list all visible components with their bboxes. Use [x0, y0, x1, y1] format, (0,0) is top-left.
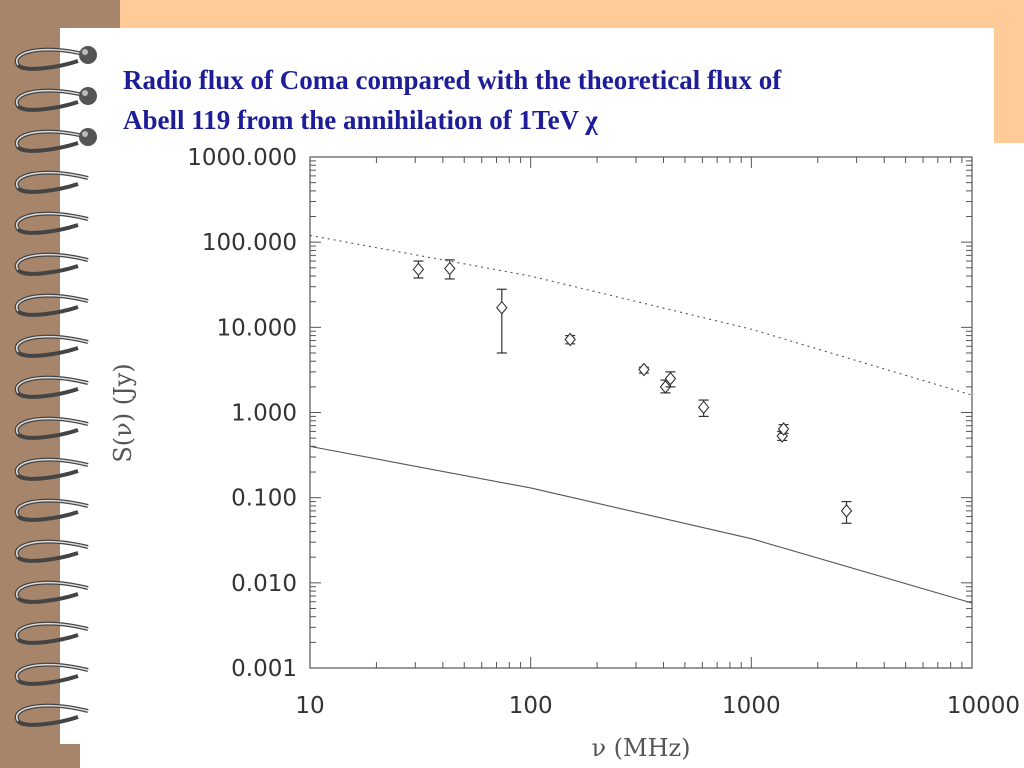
spiral-ring-highlight-icon	[15, 417, 89, 435]
y-tick-label: 0.001	[231, 656, 297, 682]
diamond-marker	[496, 300, 508, 315]
x-tick-label: 10000	[947, 693, 1020, 719]
y-tick-label: 1000.000	[187, 145, 297, 171]
spiral-ring-highlight-icon	[15, 171, 89, 189]
x-tick-label: 10	[295, 693, 324, 719]
solid-model-line	[309, 445, 973, 604]
spiral-ring-highlight-icon	[15, 130, 89, 148]
diamond-marker	[777, 422, 790, 436]
spiral-ring-highlight-icon	[15, 663, 89, 681]
y-tick-label: 1.000	[231, 401, 297, 427]
diamond-marker	[840, 503, 853, 518]
data-points	[412, 259, 853, 524]
y-axis-title: S(ν) (Jy)	[109, 363, 137, 462]
diamond-marker	[697, 400, 710, 415]
binding-hole-shine-icon	[82, 90, 88, 96]
data-point	[659, 379, 672, 394]
diamond-marker	[664, 371, 677, 386]
spiral-ring-highlight-icon	[15, 499, 89, 517]
data-point	[444, 259, 456, 280]
data-point	[496, 288, 508, 354]
axis-tick-labels: 10 100 1000 10000 0.001 0.010 0.100 1.000 10.000…	[187, 145, 1020, 719]
slide-title-line1: Radio flux of Coma compared with the the…	[123, 65, 782, 95]
y-tick-label: 10.000	[217, 315, 297, 341]
binding-hole-shine-icon	[82, 49, 88, 55]
slide-title: Radio flux of Coma compared with the the…	[123, 60, 983, 140]
data-point	[412, 260, 425, 279]
diamond-marker	[638, 362, 650, 377]
diamond-marker	[659, 380, 672, 394]
x-axis-title: ν (MHz)	[591, 734, 690, 762]
model-lines	[309, 234, 973, 604]
axis-ticks	[309, 156, 972, 669]
dotted-model-line	[309, 234, 973, 396]
y-tick-label: 0.100	[231, 486, 297, 512]
data-point	[664, 371, 677, 388]
spiral-binding-icon	[14, 46, 97, 727]
spiral-ring-highlight-icon	[15, 540, 89, 558]
spiral-ring-highlight-icon	[15, 376, 89, 394]
slide-title-line2: Abell 119 from the annihilation of 1TeV …	[123, 105, 598, 135]
spiral-ring-highlight-icon	[15, 335, 89, 353]
spiral-ring-highlight-icon	[15, 294, 89, 312]
x-tick-label: 100	[509, 693, 553, 719]
diamond-marker	[444, 261, 456, 276]
chart-panel	[80, 143, 1024, 768]
spiral-ring-highlight-icon	[15, 622, 89, 640]
spiral-ring-highlight-icon	[15, 212, 89, 230]
binding-hole-shine-icon	[82, 131, 88, 137]
plot-frame	[309, 156, 973, 669]
spiral-ring-highlight-icon	[15, 581, 89, 599]
spiral-ring-highlight-icon	[15, 704, 89, 722]
spiral-ring-highlight-icon	[15, 253, 89, 271]
data-point	[564, 332, 576, 347]
y-tick-label: 100.000	[202, 230, 297, 256]
data-point	[840, 500, 853, 524]
spiral-ring-highlight-icon	[15, 458, 89, 476]
spiral-ring-highlight-icon	[15, 89, 89, 107]
diamond-marker	[412, 262, 425, 277]
data-point	[638, 362, 650, 377]
spiral-ring-highlight-icon	[15, 48, 89, 66]
data-point	[697, 399, 710, 417]
y-tick-label: 0.010	[231, 571, 297, 597]
diamond-marker	[564, 332, 576, 347]
x-tick-label: 1000	[722, 693, 781, 719]
data-point	[777, 422, 790, 436]
